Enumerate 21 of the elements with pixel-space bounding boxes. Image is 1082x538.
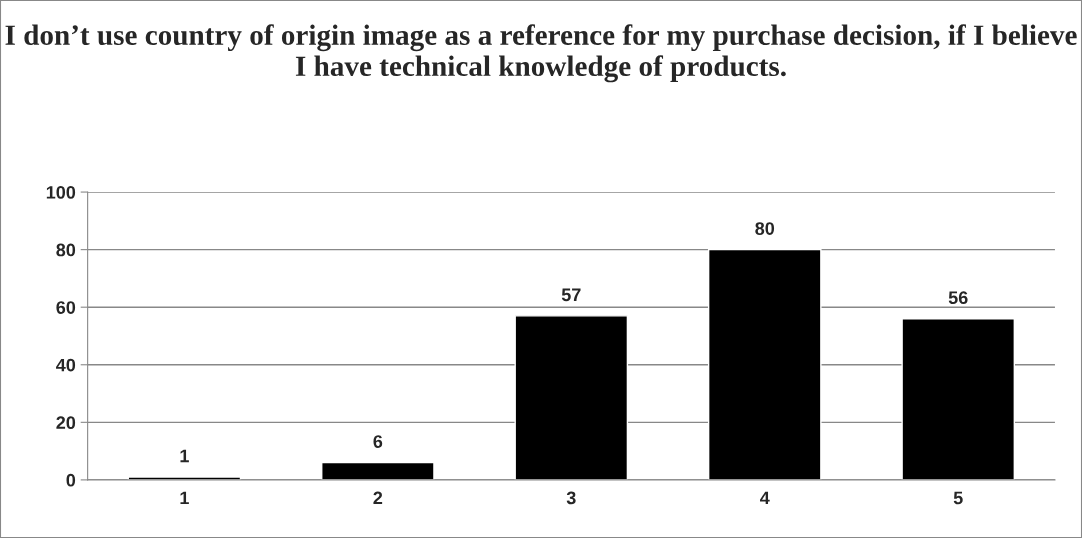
y-tick-label: 40 bbox=[56, 358, 76, 372]
y-tick-label: 20 bbox=[56, 416, 76, 430]
bar bbox=[321, 461, 435, 480]
chart-title: I don’t use country of origin image as a reference for my purchase decision, if I believe I have technical knowledge of products. bbox=[5, 24, 1077, 83]
data-label: 6 bbox=[373, 435, 383, 448]
x-tick-label: 3 bbox=[566, 491, 576, 505]
data-label: 1 bbox=[180, 449, 189, 463]
x-tick-label: 2 bbox=[373, 491, 383, 505]
data-label: 57 bbox=[561, 288, 581, 302]
y-tick-label: 100 bbox=[46, 186, 76, 199]
y-tick-label: 60 bbox=[56, 301, 76, 314]
bar bbox=[514, 315, 629, 480]
y-tick-label: 0 bbox=[66, 473, 76, 487]
y-tick-label: 80 bbox=[56, 243, 76, 257]
x-tick-label: 5 bbox=[953, 491, 963, 505]
data-label: 56 bbox=[948, 291, 968, 305]
bar bbox=[707, 248, 822, 480]
x-tick-label: 1 bbox=[180, 491, 189, 505]
x-tick-label: 4 bbox=[760, 491, 770, 505]
bar bbox=[901, 318, 1016, 480]
data-label: 80 bbox=[755, 222, 775, 235]
